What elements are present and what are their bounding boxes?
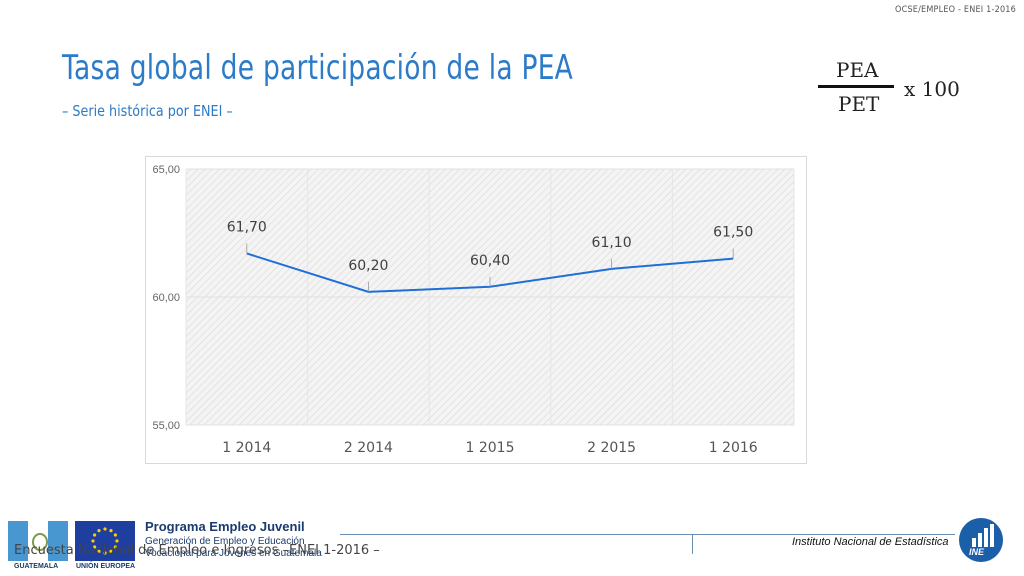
data-label: 61,10 bbox=[592, 235, 632, 251]
y-tick-label: 60,00 bbox=[152, 292, 180, 304]
x-tick-label: 1 2015 bbox=[466, 440, 515, 456]
x-tick-label: 1 2014 bbox=[222, 440, 271, 456]
ine-logo-icon: INE bbox=[959, 518, 1003, 562]
institute-name: Instituto Nacional de Estadística bbox=[792, 536, 949, 548]
data-label: 60,40 bbox=[470, 253, 510, 269]
formula: PEA PET x 100 bbox=[816, 58, 966, 118]
line-chart: 55,00 60,00 65,00 1 2014 2 2014 1 2015 2 2015 1… bbox=[145, 156, 807, 464]
slide-subtitle: – Serie histórica por ENEI – bbox=[62, 102, 233, 120]
x-tick-label: 2 2014 bbox=[344, 440, 393, 456]
program-subtitle-2: Vocacional para Jóvenes en Guatemala bbox=[145, 548, 322, 559]
data-label: 60,20 bbox=[348, 258, 388, 274]
fraction-bar bbox=[818, 85, 894, 88]
x-tick-label: 1 2016 bbox=[709, 440, 758, 456]
ine-logo-text: INE bbox=[969, 547, 985, 557]
data-label: 61,50 bbox=[713, 225, 753, 241]
footer-divider-notch bbox=[692, 534, 693, 554]
formula-denominator: PET bbox=[838, 92, 880, 116]
program-subtitle-1: Generación de Empleo y Educación bbox=[145, 536, 305, 547]
program-title: Programa Empleo Juvenil bbox=[145, 519, 305, 534]
formula-multiplier: x 100 bbox=[904, 77, 960, 101]
y-tick-label: 55,00 bbox=[152, 420, 180, 432]
formula-numerator: PEA bbox=[836, 58, 879, 82]
footer-divider bbox=[693, 534, 955, 535]
series-line bbox=[246, 252, 734, 293]
eu-label: UNIÓN EUROPEA bbox=[76, 563, 136, 570]
slide-title: Tasa global de participación de la PEA bbox=[62, 48, 574, 88]
guatemala-label: GUATEMALA bbox=[14, 563, 59, 570]
guatemala-flag-icon bbox=[8, 521, 68, 561]
header-reference: OCSE/EMPLEO - ENEI 1-2016 bbox=[895, 5, 1016, 15]
footer-divider-left bbox=[340, 534, 693, 535]
chart-svg: 55,00 60,00 65,00 1 2014 2 2014 1 2015 2 2015 1… bbox=[152, 164, 795, 456]
y-tick-label: 65,00 bbox=[152, 164, 180, 176]
data-label: 61,70 bbox=[227, 219, 267, 235]
x-tick-label: 2 2015 bbox=[587, 440, 636, 456]
footer-survey-text: Encuesta Nacional de Empleo e Ingresos –… bbox=[14, 543, 380, 558]
eu-flag-icon bbox=[75, 521, 135, 561]
